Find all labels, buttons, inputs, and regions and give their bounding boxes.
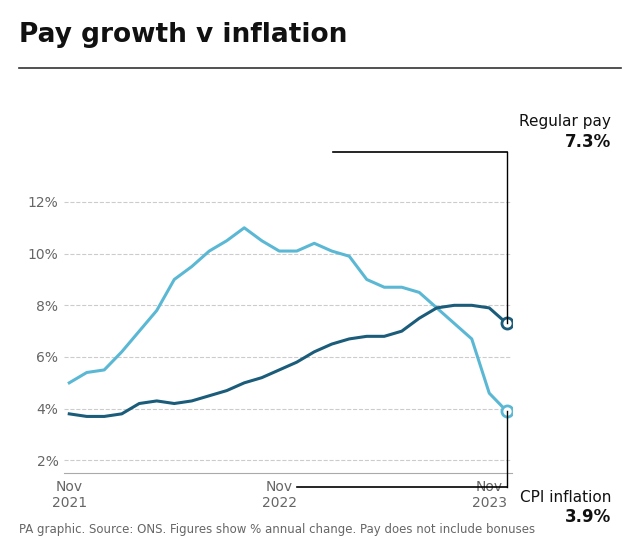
Text: 3.9%: 3.9% [565, 508, 611, 526]
Text: Regular pay: Regular pay [519, 114, 611, 129]
Text: PA graphic. Source: ONS. Figures show % annual change. Pay does not include bonu: PA graphic. Source: ONS. Figures show % … [19, 523, 535, 536]
Text: Pay growth v inflation: Pay growth v inflation [19, 22, 348, 48]
Text: 7.3%: 7.3% [565, 133, 611, 151]
Text: CPI inflation: CPI inflation [520, 490, 611, 505]
